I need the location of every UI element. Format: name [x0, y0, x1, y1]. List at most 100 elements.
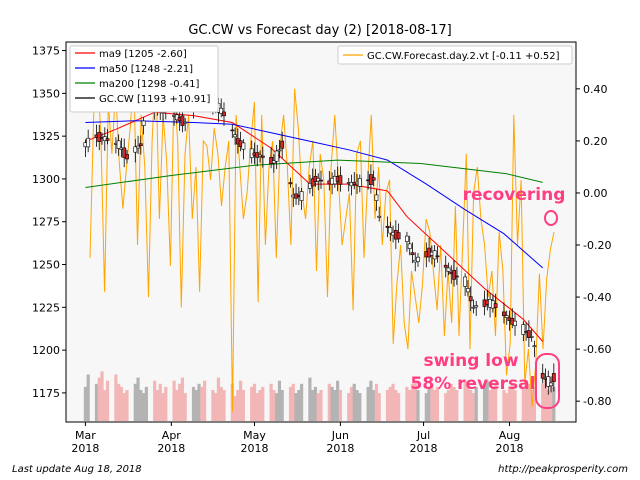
x-tick-month: Jul — [416, 429, 430, 442]
volume-bar — [255, 393, 259, 421]
right-tick-label: 0.20 — [583, 135, 608, 148]
volume-bar — [405, 386, 409, 421]
volume-bar — [549, 380, 553, 421]
volume-bar — [444, 393, 448, 421]
candle-body — [280, 140, 285, 149]
volume-bar — [521, 386, 525, 421]
volume-bar — [397, 393, 401, 421]
candle-body — [463, 276, 468, 287]
candle-body — [513, 320, 517, 326]
volume-bar — [488, 390, 492, 421]
volume-bar — [272, 390, 276, 421]
volume-bar — [125, 390, 129, 421]
volume-bar — [299, 383, 304, 421]
right-tick-label: -0.80 — [583, 395, 611, 408]
candle-body — [526, 330, 531, 338]
volume-bar — [527, 383, 531, 421]
volume-bar — [297, 390, 301, 421]
volume-bar — [83, 386, 88, 421]
candle-body — [136, 145, 140, 149]
x-tick-year: 2018 — [157, 442, 185, 455]
x-tick-month: Jun — [331, 429, 349, 442]
candle-body — [133, 146, 138, 153]
volume-bar — [510, 383, 514, 421]
x-tick-month: Mar — [75, 429, 96, 442]
volume-bar — [236, 390, 240, 421]
volume-bar — [269, 383, 273, 421]
swing-low-marker — [535, 353, 560, 409]
x-tick-year: 2018 — [71, 442, 99, 455]
left-tick-label: 1250 — [32, 259, 60, 272]
left-tick-label: 1300 — [32, 173, 60, 186]
candle-body — [435, 255, 440, 258]
volume-bar — [502, 390, 506, 421]
volume-bar — [100, 371, 104, 421]
annotation-recovering: recovering — [463, 185, 566, 205]
x-tick-year: 2018 — [495, 442, 523, 455]
volume-bar — [155, 390, 160, 421]
candle-body — [493, 303, 498, 308]
annotation-reversal: 58% reversal — [411, 374, 536, 394]
candle-body — [407, 243, 412, 249]
candle-body — [504, 315, 509, 318]
candle-body — [549, 382, 553, 387]
candle-body — [138, 143, 143, 146]
legend-left: ma9 [1205 -2.60] ma50 [1248 -2.21] ma200 [… — [69, 45, 219, 113]
volume-bar — [433, 390, 437, 421]
candle-body — [125, 154, 129, 160]
candle-body — [319, 179, 323, 182]
candle-body — [271, 160, 276, 164]
volume-bar — [449, 383, 453, 421]
volume-bar — [136, 377, 140, 421]
x-tick-month: May — [243, 429, 266, 442]
volume-bar — [144, 386, 148, 421]
volume-bar — [482, 383, 487, 421]
volume-bar — [280, 390, 284, 421]
candle-body — [454, 275, 459, 278]
volume-bar — [233, 396, 237, 421]
right-tick-label: -0.20 — [583, 239, 611, 252]
volume-bar — [394, 390, 398, 421]
forecast-series-line — [89, 62, 555, 412]
volume-bar — [158, 383, 162, 421]
volume-bar — [161, 393, 165, 421]
volume-bar — [327, 383, 331, 421]
volume-bar — [413, 380, 417, 421]
right-tick-label: 0.00 — [583, 187, 608, 200]
volume-bar — [546, 390, 550, 421]
volume-bar — [469, 390, 473, 421]
candle-body — [122, 147, 127, 158]
legend-left-label: ma200 [1298 -0.41] — [99, 79, 200, 90]
volume-bar — [336, 380, 340, 421]
left-tick-label: 1175 — [32, 387, 60, 400]
volume-bar — [252, 383, 257, 421]
volume-bar — [513, 390, 517, 421]
volume-bar — [532, 386, 537, 421]
volume-bar — [358, 393, 362, 421]
left-tick-label: 1275 — [32, 216, 60, 229]
candle-body — [405, 235, 409, 242]
candle-body — [233, 134, 237, 138]
volume-bar — [250, 386, 254, 421]
candle-body — [316, 177, 321, 182]
volume-bar — [164, 386, 168, 421]
volume-bar — [507, 386, 512, 421]
volume-bar — [202, 380, 207, 421]
candle-body — [260, 155, 265, 158]
volume-bar — [505, 393, 509, 421]
volume-bar — [330, 386, 334, 421]
right-tick-label: -0.60 — [583, 343, 611, 356]
volume-bar — [552, 386, 556, 421]
volume-bar — [408, 390, 412, 421]
candle-body — [471, 306, 476, 309]
candle-body — [310, 178, 315, 187]
volume-bar — [366, 386, 370, 421]
candle-body — [446, 267, 451, 272]
candle-body — [396, 232, 401, 240]
footer-last-update: Last update Aug 18, 2018 — [12, 464, 142, 475]
volume-bar — [153, 380, 157, 421]
volume-bar — [316, 393, 320, 421]
volume-bar — [183, 393, 187, 421]
candle-body — [529, 336, 534, 338]
candle-body — [432, 250, 437, 260]
